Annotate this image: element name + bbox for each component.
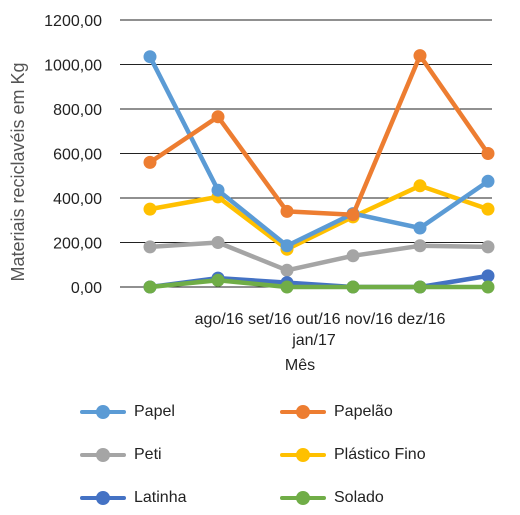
data-point — [481, 147, 495, 160]
legend-item: Plástico Fino — [280, 443, 426, 467]
legend-label: Plástico Fino — [334, 446, 426, 463]
y-axis-ticks: 0,00 200,00 400,00 600,00 800,00 1000,00 1200,… — [44, 13, 102, 297]
series-line — [147, 54, 491, 249]
y-tick-label: 800,00 — [53, 102, 102, 119]
series-layer — [143, 49, 495, 294]
legend-item: Peti — [80, 443, 162, 467]
y-tick-label: 400,00 — [53, 191, 102, 208]
series-papel — [143, 50, 495, 253]
series-papel-o — [143, 49, 495, 222]
data-point — [211, 110, 225, 124]
y-tick-label: 200,00 — [53, 236, 102, 253]
legend-label: Papel — [134, 403, 175, 420]
legend-item: Papelão — [280, 400, 393, 424]
legend-item: Papel — [80, 400, 175, 424]
y-axis-label: Materiais reciclavéis em Kg — [8, 62, 28, 281]
series-line — [147, 240, 491, 273]
x-axis-tick-label-wrap: jan/17 — [291, 332, 336, 349]
data-point — [346, 280, 360, 294]
data-point — [413, 239, 427, 253]
data-point — [211, 273, 225, 287]
legend-swatch — [280, 400, 326, 424]
data-point — [481, 240, 495, 254]
legend-label: Latinha — [134, 489, 187, 506]
data-point — [211, 236, 225, 249]
series-solado — [143, 273, 495, 294]
data-point — [143, 280, 157, 294]
data-point — [280, 204, 294, 218]
series-peti — [143, 236, 495, 277]
data-point — [211, 183, 225, 197]
data-point — [413, 221, 427, 235]
legend-swatch — [80, 443, 126, 467]
data-point — [346, 208, 360, 222]
data-point — [413, 49, 427, 63]
x-axis-title: Mês — [285, 357, 315, 374]
legend-swatch — [280, 443, 326, 467]
data-point — [143, 50, 157, 64]
data-point — [346, 249, 360, 263]
y-tick-label: 1000,00 — [44, 58, 102, 75]
series-line — [147, 278, 491, 290]
series-line — [147, 53, 491, 217]
grid-lines — [120, 19, 492, 288]
data-point — [413, 179, 427, 193]
data-point — [280, 263, 294, 277]
legend-swatch — [80, 486, 126, 510]
data-point — [481, 280, 495, 294]
y-tick-label: 0,00 — [71, 280, 102, 297]
legend-label: Papelão — [334, 403, 393, 420]
legend-item: Solado — [280, 486, 384, 510]
data-point — [143, 155, 157, 169]
y-tick-label: 1200,00 — [44, 13, 102, 30]
data-point — [143, 202, 157, 216]
legend-label: Peti — [134, 446, 162, 463]
data-point — [481, 174, 495, 188]
x-axis-tick-labels: ago/16 set/16 out/16 nov/16 dez/16 — [195, 311, 446, 328]
data-point — [143, 240, 157, 254]
legend-label: Solado — [334, 489, 384, 506]
data-point — [481, 269, 495, 283]
legend-swatch — [280, 486, 326, 510]
data-point — [280, 239, 294, 253]
data-point — [280, 280, 294, 294]
legend-swatch — [80, 400, 126, 424]
data-point — [413, 280, 427, 294]
data-point — [481, 202, 495, 216]
series-line — [147, 183, 491, 252]
legend-item: Latinha — [80, 486, 187, 510]
y-tick-label: 600,00 — [53, 147, 102, 164]
line-chart: 0,00 200,00 400,00 600,00 800,00 1000,00 1200,… — [8, 13, 495, 374]
